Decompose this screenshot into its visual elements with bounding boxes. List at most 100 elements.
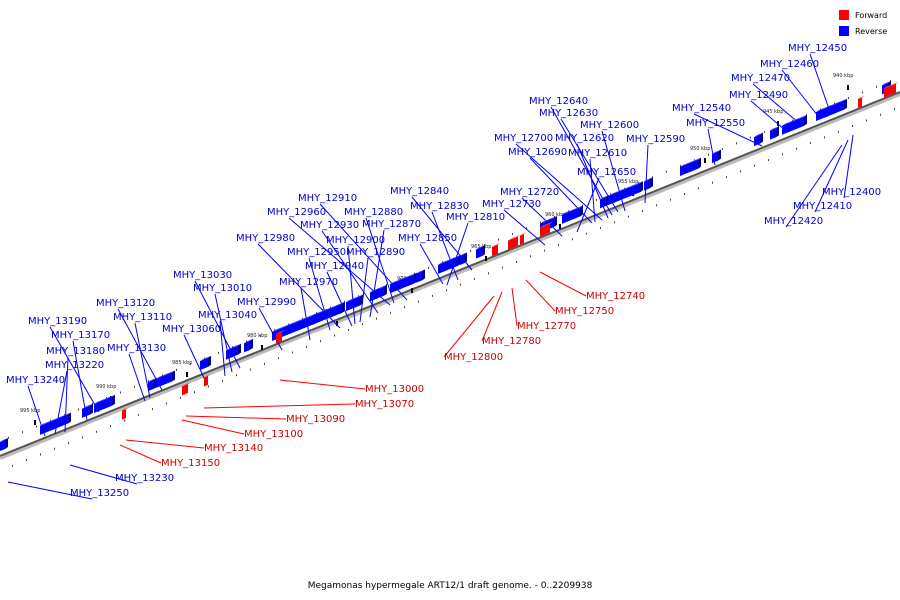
gene-label-reverse[interactable]: MHY_12470	[731, 73, 790, 84]
gene-label-forward[interactable]: MHY_12780	[482, 336, 541, 347]
gene-label-reverse[interactable]: MHY_12730	[482, 199, 541, 210]
gene-label-reverse[interactable]: MHY_13250	[70, 488, 129, 499]
reverse-gene-feature[interactable]	[562, 205, 583, 224]
gene-label-forward[interactable]: MHY_12740	[586, 291, 645, 302]
gene-label-reverse[interactable]: MHY_12950	[287, 247, 346, 258]
forward-gene-feature[interactable]	[884, 81, 899, 98]
reverse-gene-feature[interactable]	[0, 438, 8, 451]
gene-label-reverse[interactable]: MHY_12830	[410, 201, 469, 212]
gene-label-reverse[interactable]: MHY_13180	[46, 346, 105, 357]
reverse-gene-feature[interactable]	[754, 132, 763, 147]
ruler-label: 995 kbp	[20, 408, 40, 414]
forward-gene-feature[interactable]	[508, 234, 521, 250]
gene-label-reverse[interactable]: MHY_12840	[390, 186, 449, 197]
reverse-gene-feature[interactable]	[200, 355, 211, 371]
forward-gene-feature[interactable]	[276, 329, 285, 344]
gene-label-reverse[interactable]: MHY_12960	[267, 207, 326, 218]
reverse-gene-feature[interactable]	[336, 301, 345, 316]
gene-label-forward[interactable]: MHY_13100	[244, 429, 303, 440]
gene-label-reverse[interactable]: MHY_12650	[577, 167, 636, 178]
gene-label-reverse[interactable]: MHY_12890	[346, 247, 405, 258]
gene-label-reverse[interactable]: MHY_12900	[326, 235, 385, 246]
reverse-gene-feature[interactable]	[712, 149, 721, 164]
gene-label-reverse[interactable]: MHY_12590	[626, 134, 685, 145]
reverse-gene-feature[interactable]	[644, 177, 653, 191]
gene-label-reverse[interactable]: MHY_12880	[344, 207, 403, 218]
forward-gene-feature[interactable]	[182, 381, 191, 396]
reverse-gene-feature[interactable]	[460, 252, 467, 265]
reverse-gene-feature[interactable]	[770, 126, 779, 140]
gene-label-forward[interactable]: MHY_13000	[365, 384, 424, 395]
gene-label-reverse[interactable]: MHY_12420	[764, 216, 823, 227]
gene-label-forward[interactable]: MHY_12770	[517, 321, 576, 332]
gene-label-reverse[interactable]: MHY_12700	[494, 133, 553, 144]
reverse-gene-feature[interactable]	[626, 181, 643, 198]
reverse-gene-feature[interactable]	[376, 284, 387, 299]
forward-gene-feature[interactable]	[520, 232, 527, 245]
gene-label-reverse[interactable]: MHY_12630	[539, 108, 598, 119]
gene-label-reverse[interactable]: MHY_12450	[788, 43, 847, 54]
reverse-gene-feature[interactable]	[452, 254, 461, 269]
gene-label-reverse[interactable]: MHY_12980	[236, 233, 295, 244]
reverse-gene-feature[interactable]	[62, 412, 71, 426]
reverse-gene-feature[interactable]	[232, 343, 241, 358]
gene-label-reverse[interactable]: MHY_12850	[398, 233, 457, 244]
gene-label-reverse[interactable]: MHY_12940	[305, 261, 364, 272]
gene-label-forward[interactable]: MHY_12800	[444, 352, 503, 363]
gene-label-forward[interactable]: MHY_12750	[555, 306, 614, 317]
gene-label-reverse[interactable]: MHY_12400	[822, 187, 881, 198]
forward-gene-feature[interactable]	[204, 373, 211, 387]
reverse-gene-feature[interactable]	[94, 394, 115, 413]
gene-label-forward[interactable]: MHY_13150	[161, 458, 220, 469]
forward-gene-feature[interactable]	[546, 221, 553, 235]
reverse-gene-feature[interactable]	[476, 245, 485, 259]
gene-label-reverse[interactable]: MHY_12910	[298, 193, 357, 204]
forward-gene-feature[interactable]	[122, 407, 129, 420]
reverse-gene-feature[interactable]	[836, 98, 847, 113]
gene-label-reverse[interactable]: MHY_12640	[529, 96, 588, 107]
reverse-gene-feature[interactable]	[796, 114, 807, 130]
gene-label-reverse[interactable]: MHY_13010	[193, 283, 252, 294]
reverse-gene-feature[interactable]	[156, 370, 175, 388]
gene-label-reverse[interactable]: MHY_13190	[28, 316, 87, 327]
gene-label-reverse[interactable]: MHY_12690	[508, 147, 567, 158]
gene-label-reverse[interactable]: MHY_12810	[446, 212, 505, 223]
reverse-gene-feature[interactable]	[148, 377, 157, 392]
gene-label-reverse[interactable]: MHY_12460	[760, 59, 819, 70]
gene-label-reverse[interactable]: MHY_13120	[96, 298, 155, 309]
forward-gene-feature[interactable]	[492, 242, 501, 257]
reverse-gene-feature[interactable]	[244, 338, 253, 353]
gene-label-reverse[interactable]: MHY_13060	[162, 324, 221, 335]
reverse-gene-feature[interactable]	[680, 157, 701, 177]
gene-label-reverse[interactable]: MHY_13030	[173, 270, 232, 281]
gene-label-reverse[interactable]: MHY_12540	[672, 103, 731, 114]
reverse-gene-feature[interactable]	[346, 294, 363, 312]
gene-label-reverse[interactable]: MHY_13240	[6, 375, 65, 386]
forward-gene-feature[interactable]	[858, 95, 865, 109]
gene-label-reverse[interactable]: MHY_12490	[729, 90, 788, 101]
reverse-gene-feature[interactable]	[82, 403, 93, 418]
gene-label-reverse[interactable]: MHY_13110	[113, 312, 172, 323]
gene-label-reverse[interactable]: MHY_12600	[580, 120, 639, 131]
gene-label-reverse[interactable]: MHY_13130	[107, 343, 166, 354]
gene-label-forward[interactable]: MHY_13070	[355, 399, 414, 410]
forward-gene-feature[interactable]	[540, 223, 549, 237]
gene-label-reverse[interactable]: MHY_13040	[198, 310, 257, 321]
gene-label-reverse[interactable]: MHY_12550	[686, 118, 745, 129]
gene-label-reverse[interactable]: MHY_13230	[115, 473, 174, 484]
gene-label-reverse[interactable]: MHY_12990	[237, 297, 296, 308]
gene-label-forward[interactable]: MHY_13140	[204, 443, 263, 454]
gene-label-reverse[interactable]: MHY_12720	[500, 187, 559, 198]
gene-label-reverse[interactable]: MHY_13170	[51, 330, 110, 341]
leader-line	[515, 143, 603, 221]
gene-label-reverse[interactable]: MHY_13220	[45, 360, 104, 371]
gene-label-reverse[interactable]: MHY_12870	[362, 219, 421, 230]
gene-label-forward[interactable]: MHY_13090	[286, 414, 345, 425]
gene-label-reverse[interactable]: MHY_12970	[279, 277, 338, 288]
gene-label-reverse[interactable]: MHY_12410	[793, 201, 852, 212]
gene-label-reverse[interactable]: MHY_12610	[568, 148, 627, 159]
reverse-gene-feature[interactable]	[416, 269, 425, 283]
gene-label-reverse[interactable]: MHY_12620	[555, 133, 614, 144]
gene-label-reverse[interactable]: MHY_12930	[300, 220, 359, 231]
reverse-gene-feature[interactable]	[402, 272, 417, 289]
